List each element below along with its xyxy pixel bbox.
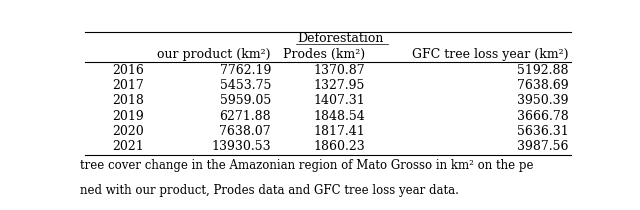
Text: 3950.39: 3950.39 [517,94,568,107]
Text: 2016: 2016 [112,64,144,77]
Text: 3987.56: 3987.56 [517,140,568,153]
Text: 7638.69: 7638.69 [517,79,568,92]
Text: 5192.88: 5192.88 [517,64,568,77]
Text: 5453.75: 5453.75 [220,79,271,92]
Text: Deforestation: Deforestation [297,32,383,45]
Text: 2018: 2018 [112,94,144,107]
Text: 7762.19: 7762.19 [220,64,271,77]
Text: 7638.07: 7638.07 [220,125,271,138]
Text: 1370.87: 1370.87 [314,64,365,77]
Text: 5636.31: 5636.31 [517,125,568,138]
Text: Prodes (km²): Prodes (km²) [283,48,365,61]
Text: 1860.23: 1860.23 [314,140,365,153]
Text: 2021: 2021 [112,140,144,153]
Text: 5959.05: 5959.05 [220,94,271,107]
Text: ned with our product, Prodes data and GFC tree loss year data.: ned with our product, Prodes data and GF… [80,184,459,197]
Text: 2019: 2019 [112,110,144,123]
Text: 13930.53: 13930.53 [211,140,271,153]
Text: 3666.78: 3666.78 [517,110,568,123]
Text: 1327.95: 1327.95 [314,79,365,92]
Text: tree cover change in the Amazonian region of Mato Grosso in km² on the pe: tree cover change in the Amazonian regio… [80,159,534,172]
Text: 6271.88: 6271.88 [220,110,271,123]
Text: 1848.54: 1848.54 [314,110,365,123]
Text: 2020: 2020 [112,125,144,138]
Text: 1817.41: 1817.41 [314,125,365,138]
Text: 1407.31: 1407.31 [314,94,365,107]
Text: our product (km²): our product (km²) [157,48,271,61]
Text: 2017: 2017 [112,79,144,92]
Text: GFC tree loss year (km²): GFC tree loss year (km²) [412,48,568,61]
